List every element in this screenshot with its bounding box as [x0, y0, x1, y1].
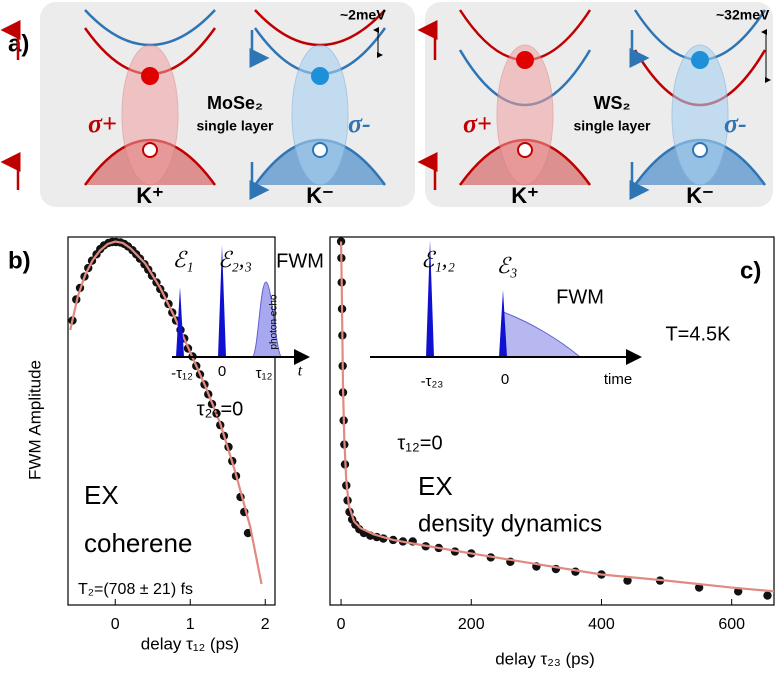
annotation: density dynamics [418, 510, 602, 537]
exciton [291, 44, 349, 186]
x-tick-label: 0 [337, 616, 346, 633]
signal-label: FWM [276, 250, 324, 272]
tick-label: -τ₁₂ [171, 365, 193, 382]
x-tick-label: 400 [588, 616, 615, 633]
exciton [121, 44, 179, 186]
electron [141, 67, 159, 85]
x-tick-label: 0 [111, 616, 120, 633]
valley: K⁻ [686, 183, 714, 208]
electron [311, 67, 329, 85]
fwm-signal [502, 311, 582, 358]
hole [142, 142, 158, 158]
plot-area [336, 237, 774, 600]
note: single layer [573, 118, 651, 134]
panel-label: c) [740, 257, 761, 284]
valley: K⁻ [306, 183, 334, 208]
pulse-label: ℰ₂,₃ [218, 247, 252, 272]
polarization: σ+ [463, 109, 492, 138]
y-axis-label: FWM Amplitude [25, 360, 44, 480]
plot-frame [329, 236, 775, 606]
data-point [694, 583, 704, 592]
annotation: coherene [84, 528, 192, 558]
splitting: ~2meV [340, 7, 386, 23]
temperature: T=4.5K [665, 323, 731, 345]
valley: K⁺ [511, 183, 539, 208]
tick-label: τ₁₂ [256, 365, 273, 382]
condition: τ₂₃=0 [197, 398, 244, 420]
material: WS₂ [594, 93, 631, 113]
pulse [218, 245, 226, 357]
hole [312, 142, 328, 158]
material: MoSe₂ [207, 93, 263, 113]
x-axis-label: delay τ₁₂ (ps) [141, 634, 239, 653]
note: single layer [196, 118, 274, 134]
echo-label: photon echo [269, 294, 280, 349]
polarization: σ+ [88, 109, 117, 138]
annotation: T₂=(708 ± 21) fs [78, 581, 193, 598]
polarization: σ- [348, 109, 371, 138]
x-tick-label: 200 [458, 616, 485, 633]
x-axis-label: delay τ₂₃ (ps) [495, 649, 595, 668]
pulse-label: ℰ₁ [173, 247, 194, 272]
tick-label: -τ₂₃ [421, 373, 444, 390]
fit-line [339, 241, 774, 593]
annotation: EX [418, 471, 453, 501]
tick-label: 0 [501, 371, 509, 388]
signal-label: FWM [556, 286, 604, 308]
echo-pulse [251, 281, 283, 358]
panel-label: b) [8, 247, 31, 274]
inset-b: ℰ₁ ℰ₂,₃ FWM photon echo -τ₁₂ 0 τ₁₂ t τ₂₃… [171, 245, 324, 420]
hole [692, 142, 708, 158]
panel-a-right: ~32meV σ+ σ- WS₂ single layer K⁺ K⁻ [417, 2, 773, 208]
x-tick-label: 600 [718, 616, 745, 633]
electron [516, 51, 534, 69]
axis-label: time [604, 371, 632, 388]
pulse-label: ℰ₃ [497, 253, 518, 278]
fit-line [69, 240, 263, 585]
valley: K⁺ [136, 183, 164, 208]
data-point [623, 576, 632, 585]
electron [691, 51, 709, 69]
panel-a-left: ~2meV σ+ σ- MoSe₂ single layer K⁺ K⁻ [0, 2, 415, 208]
x-tick-label: 2 [261, 616, 270, 633]
tick-label: 0 [218, 363, 226, 380]
splitting: ~32meV [716, 7, 770, 23]
plot-frame [67, 236, 276, 606]
pulse [176, 287, 184, 357]
pulse [499, 290, 507, 357]
exciton [671, 44, 729, 186]
annotation: EX [84, 480, 119, 510]
hole [517, 142, 533, 158]
data-point [763, 591, 772, 600]
plot-area [68, 237, 263, 585]
x-tick-label: 1 [186, 616, 195, 633]
polarization: σ- [724, 109, 747, 138]
pulse [426, 240, 434, 357]
condition: τ₁₂=0 [397, 432, 442, 454]
exciton [496, 44, 554, 186]
axis-label: t [298, 363, 303, 380]
pulse-label: ℰ₁,₂ [421, 247, 455, 272]
inset-c: ℰ₁,₂ ℰ₃ FWM -τ₂₃ 0 time τ₁₂=0 T=4.5K [370, 240, 731, 454]
charts: 0 1 2 delay τ₁₂ (ps) FWM Amplitude EX coherene… [25, 236, 775, 668]
